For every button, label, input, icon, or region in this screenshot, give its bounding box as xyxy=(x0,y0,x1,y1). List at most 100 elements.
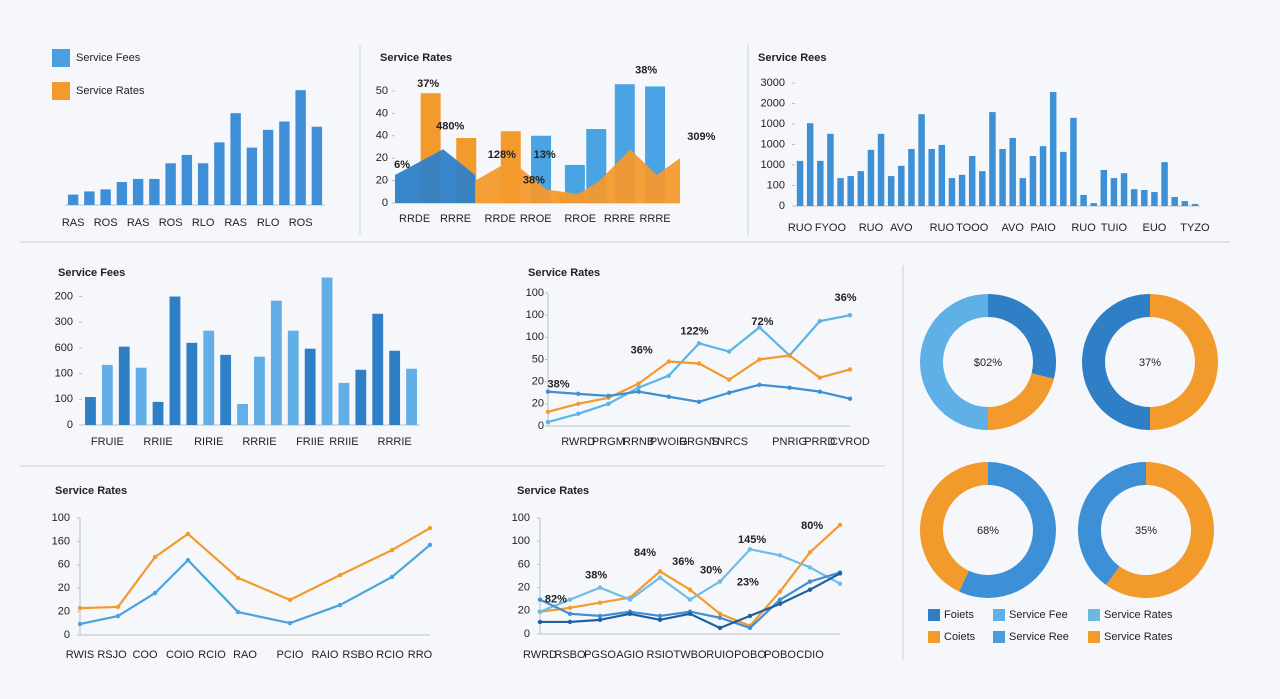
x-tick-label: RSBO xyxy=(554,649,586,661)
line-vertex xyxy=(777,553,783,558)
chart-title: Service Rees xyxy=(758,52,827,64)
legend-label: Service Rates xyxy=(76,85,145,97)
bar xyxy=(928,149,935,206)
y-tick-label: 20 xyxy=(532,376,544,388)
x-tick-label: RLO xyxy=(257,217,280,229)
donut-segment xyxy=(959,462,1056,598)
bar xyxy=(1141,190,1148,206)
bar xyxy=(806,123,814,206)
line-vertex xyxy=(567,597,573,602)
line-vertex xyxy=(567,611,573,617)
bar xyxy=(67,194,79,205)
bar xyxy=(999,149,1006,206)
bar xyxy=(85,396,96,425)
bar xyxy=(1181,201,1189,206)
bar xyxy=(270,300,282,425)
line-vertex xyxy=(636,381,641,386)
x-tick-label: RAS xyxy=(224,217,247,229)
line-vertex xyxy=(777,597,783,602)
legend-label: Coiets xyxy=(944,631,976,643)
line-vertex xyxy=(777,589,783,594)
donut-segment xyxy=(1077,462,1146,586)
legend-label: Service Rates xyxy=(1104,609,1173,621)
bar xyxy=(321,277,333,425)
x-tick-label: POBO xyxy=(734,649,766,661)
bar xyxy=(989,112,996,206)
x-tick-label: RRIIE xyxy=(143,436,172,448)
line-vertex xyxy=(597,600,603,605)
x-tick-label: PAIO xyxy=(1030,222,1056,234)
legend-swatch xyxy=(1088,631,1100,643)
line-vertex xyxy=(597,617,603,623)
line-vertex xyxy=(717,625,723,631)
x-tick-label: RWRD xyxy=(523,649,557,661)
x-tick-label: RRDE xyxy=(485,213,516,225)
chart-title: Service Rates xyxy=(517,485,589,497)
line-vertex xyxy=(389,547,395,553)
bar xyxy=(847,176,854,206)
x-tick-label: RROE xyxy=(520,213,552,225)
line-vertex xyxy=(545,409,551,415)
bar xyxy=(1090,203,1097,206)
x-tick-label: RSBO xyxy=(342,649,374,661)
line-vertex xyxy=(747,625,753,631)
bar xyxy=(84,191,95,205)
y-tick-label: 40 xyxy=(376,107,388,119)
bar xyxy=(279,121,290,205)
bar xyxy=(372,313,384,425)
bar xyxy=(254,356,265,425)
annotation: 38% xyxy=(523,174,545,186)
donut-segment xyxy=(1082,294,1150,430)
y-tick-label: 2000 xyxy=(761,97,785,109)
bar xyxy=(287,330,299,425)
y-tick-label: 20 xyxy=(58,606,70,618)
bar xyxy=(1070,117,1077,206)
bar xyxy=(406,368,417,425)
y-tick-label: 300 xyxy=(55,316,73,328)
bar xyxy=(1039,146,1047,206)
line-vertex xyxy=(636,389,641,394)
line-vertex xyxy=(787,353,792,358)
x-tick-label: FRIIE xyxy=(296,436,324,448)
x-tick-label: RIRIE xyxy=(194,436,223,448)
line-vertex xyxy=(727,349,732,354)
y-tick-label: 60 xyxy=(518,558,530,570)
line-vertex xyxy=(77,621,83,627)
line-vertex xyxy=(657,569,663,574)
x-tick-label: RRO xyxy=(408,649,433,661)
line-vertex xyxy=(567,619,573,625)
x-tick-label: RRNB xyxy=(623,436,654,448)
y-tick-label: 100 xyxy=(526,287,544,299)
bar xyxy=(338,382,350,425)
x-tick-label: ROS xyxy=(159,217,183,229)
y-tick-label: 20 xyxy=(518,582,530,594)
line-vertex xyxy=(627,597,633,602)
line-vertex xyxy=(337,602,343,608)
bar xyxy=(214,142,225,205)
bar xyxy=(908,149,915,206)
y-tick-label: 200 xyxy=(55,290,73,302)
y-tick-label: 1000 xyxy=(761,138,785,150)
bar xyxy=(230,113,241,205)
annotation: 122% xyxy=(680,325,708,337)
donut-label: 68% xyxy=(977,525,999,537)
line-vertex xyxy=(687,597,693,602)
bar xyxy=(796,160,804,206)
legend-label: Service Fee xyxy=(1009,609,1068,621)
x-tick-label: PGSO xyxy=(584,649,616,661)
x-tick-label: RWIS xyxy=(66,649,95,661)
line-vertex xyxy=(727,390,732,395)
y-tick-label: 0 xyxy=(779,200,785,212)
y-tick-label: 100 xyxy=(512,535,530,547)
annotation: 145% xyxy=(738,534,766,546)
bar xyxy=(817,160,824,206)
line-vertex xyxy=(287,597,293,603)
line-vertex xyxy=(787,385,792,390)
legend-swatch xyxy=(1088,609,1100,621)
line-vertex xyxy=(837,581,843,586)
x-tick-label: RUO xyxy=(1071,222,1096,234)
line-vertex xyxy=(847,396,853,401)
bar xyxy=(304,348,316,425)
y-tick-label: 20 xyxy=(58,582,70,594)
line-vertex xyxy=(576,401,581,407)
